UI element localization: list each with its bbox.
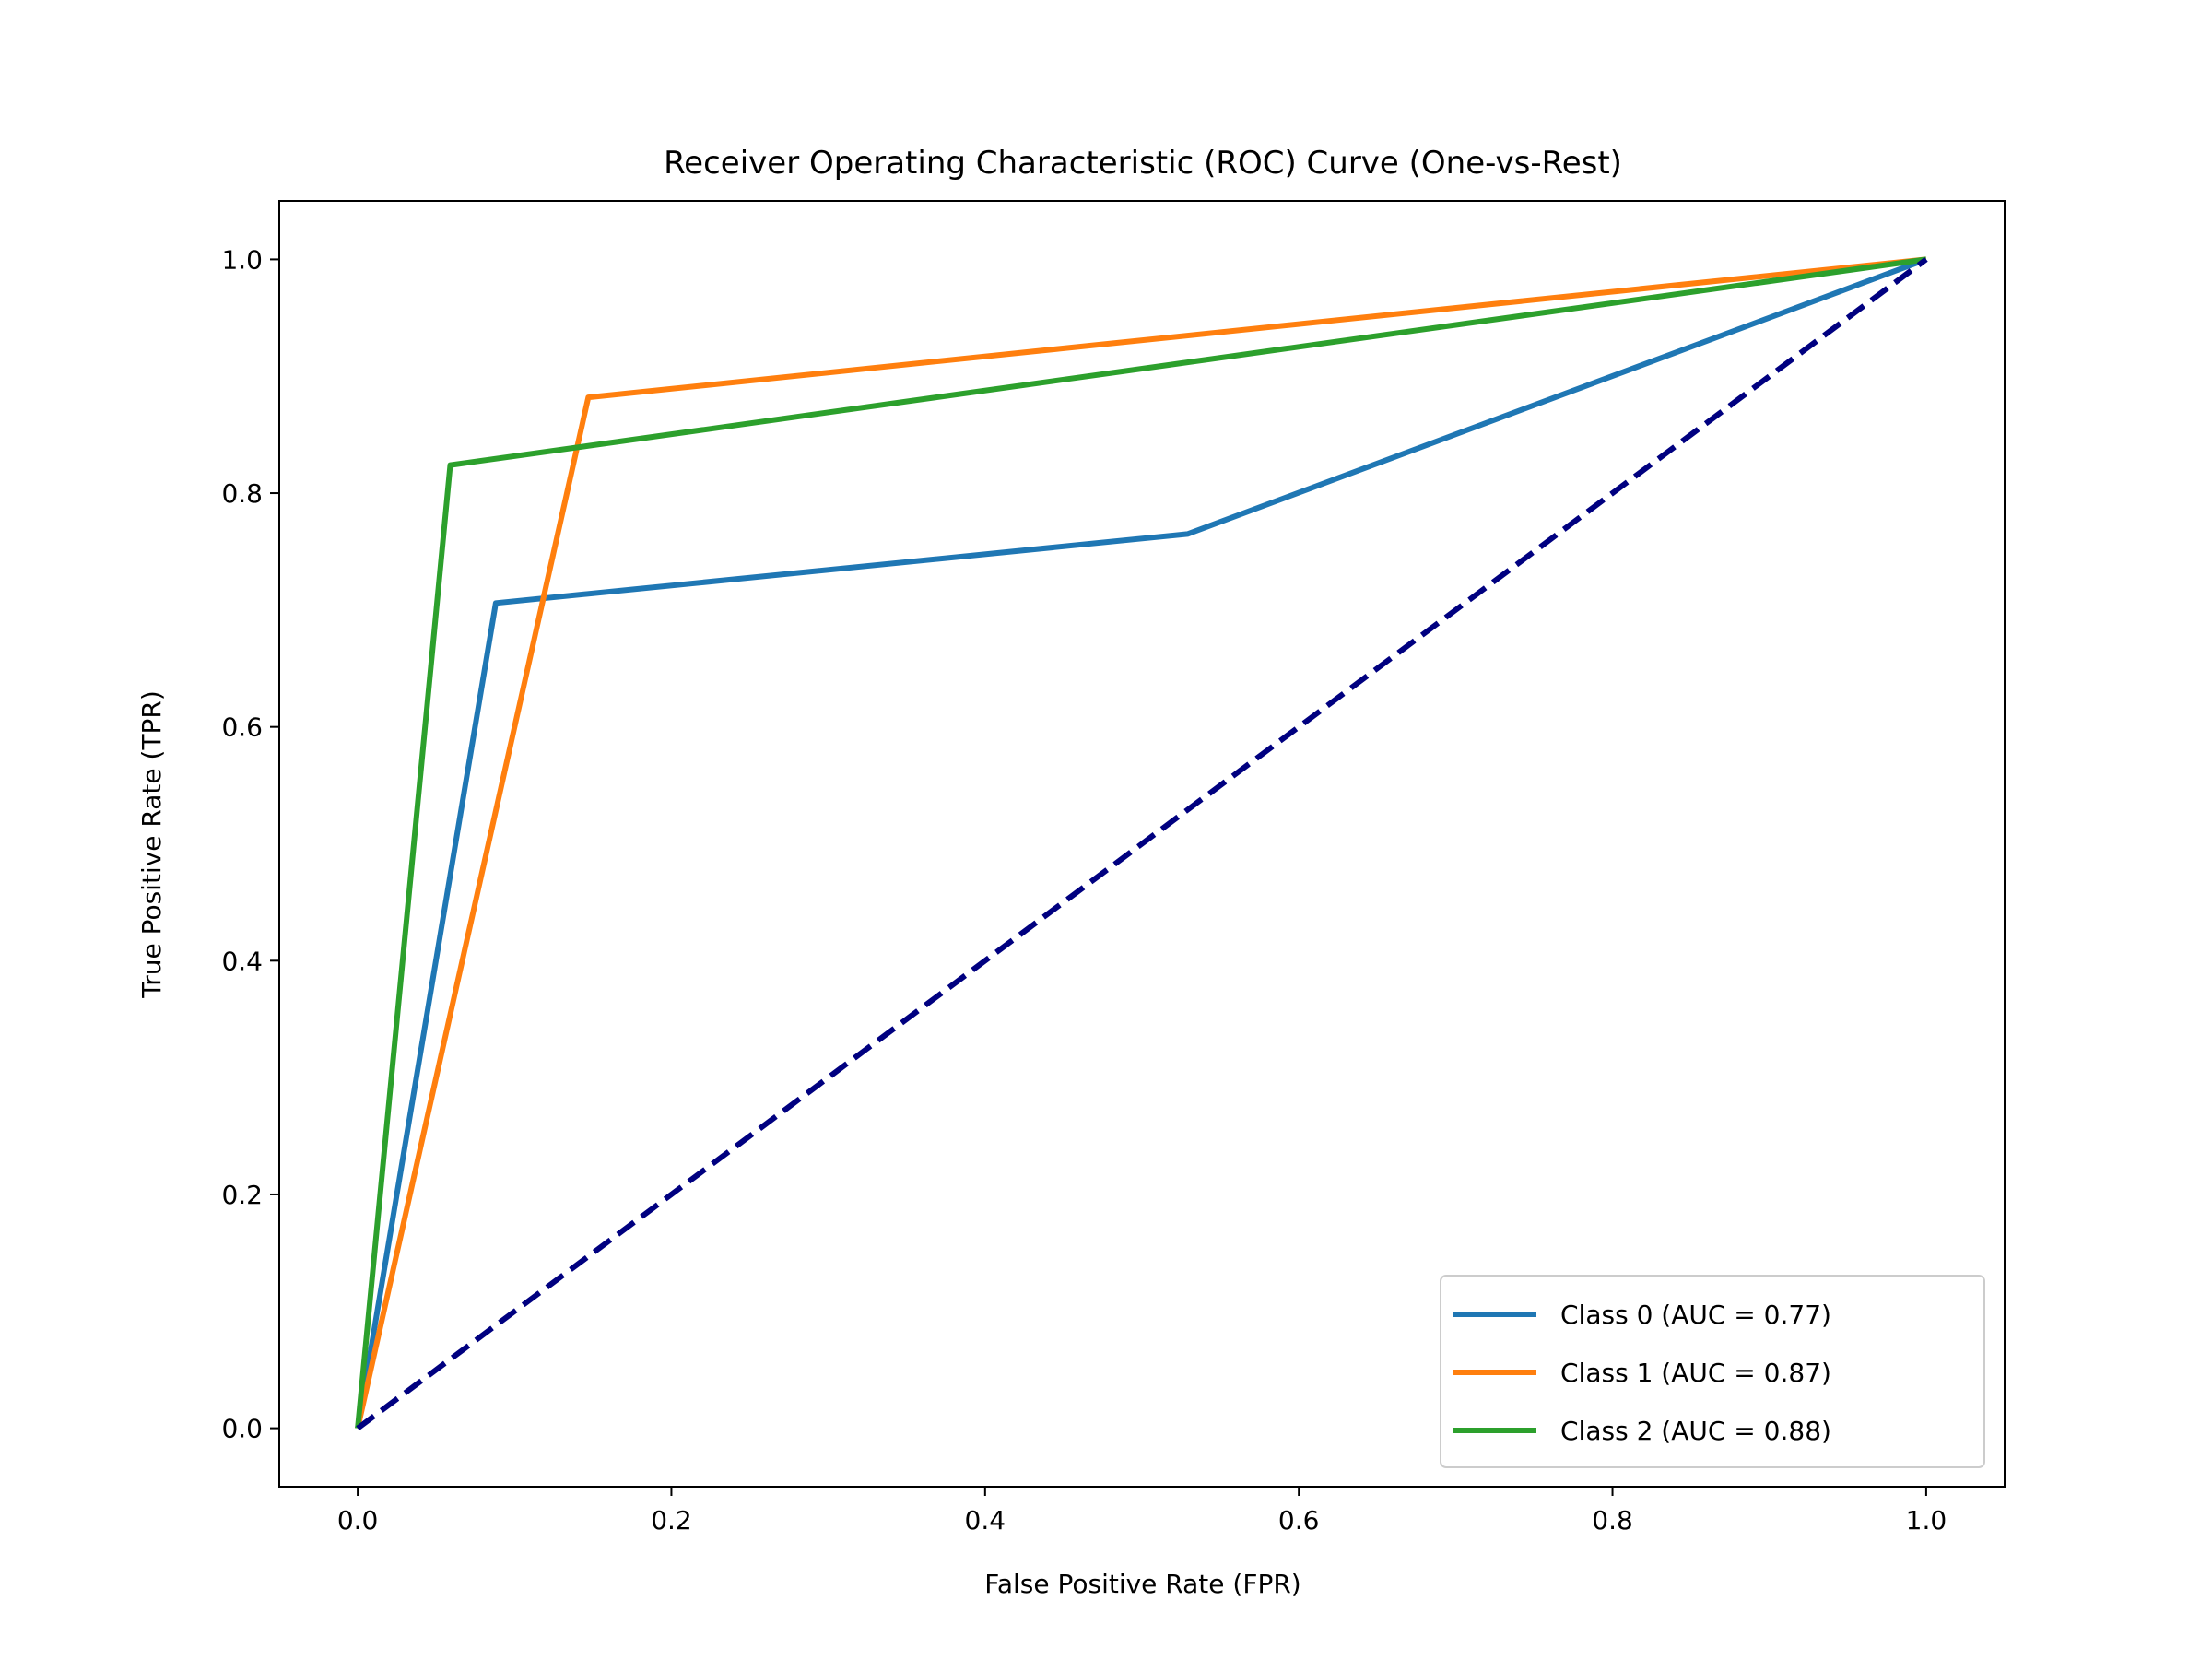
y-tick-label: 0.4 xyxy=(221,946,263,976)
legend-label-class-0: Class 0 (AUC = 0.77) xyxy=(1560,1300,1831,1330)
series-line-class-2 xyxy=(355,256,1927,1429)
x-axis-ticks: 0.0 0.2 0.4 0.6 0.8 1.0 xyxy=(337,1487,1947,1535)
legend-label-class-2: Class 2 (AUC = 0.88) xyxy=(1560,1416,1831,1446)
y-tick-label: 0.6 xyxy=(221,712,263,743)
plot-frame xyxy=(278,200,2006,1488)
y-tick-label: 0.8 xyxy=(221,478,263,509)
legend: Class 0 (AUC = 0.77) Class 1 (AUC = 0.87)… xyxy=(1440,1275,1985,1468)
series-line-class-0 xyxy=(355,256,1927,1430)
legend-label-class-1: Class 1 (AUC = 0.87) xyxy=(1560,1358,1831,1388)
y-axis-label: True Positive Rate (TPR) xyxy=(136,690,167,999)
y-tick-label: 0.2 xyxy=(221,1180,263,1210)
y-tick-label: 1.0 xyxy=(221,244,263,275)
x-axis-label: False Positive Rate (FPR) xyxy=(984,1569,1300,1599)
x-tick-label: 0.8 xyxy=(1592,1505,1633,1535)
x-tick-label: 0.2 xyxy=(651,1505,692,1535)
y-axis-ticks: 0.0 0.2 0.4 0.6 0.8 1.0 xyxy=(221,244,279,1444)
reference-diagonal-line xyxy=(356,256,1928,1431)
series-line-class-1 xyxy=(355,256,1927,1430)
y-tick-label: 0.0 xyxy=(221,1414,263,1444)
x-tick-label: 1.0 xyxy=(1906,1505,1947,1535)
x-tick-label: 0.6 xyxy=(1278,1505,1320,1535)
x-tick-label: 0.4 xyxy=(965,1505,1006,1535)
x-tick-label: 0.0 xyxy=(337,1505,379,1535)
plot-area xyxy=(278,200,2006,1488)
legend-box xyxy=(1440,1275,1985,1468)
chart-title: Receiver Operating Characteristic (ROC) … xyxy=(664,145,1622,182)
